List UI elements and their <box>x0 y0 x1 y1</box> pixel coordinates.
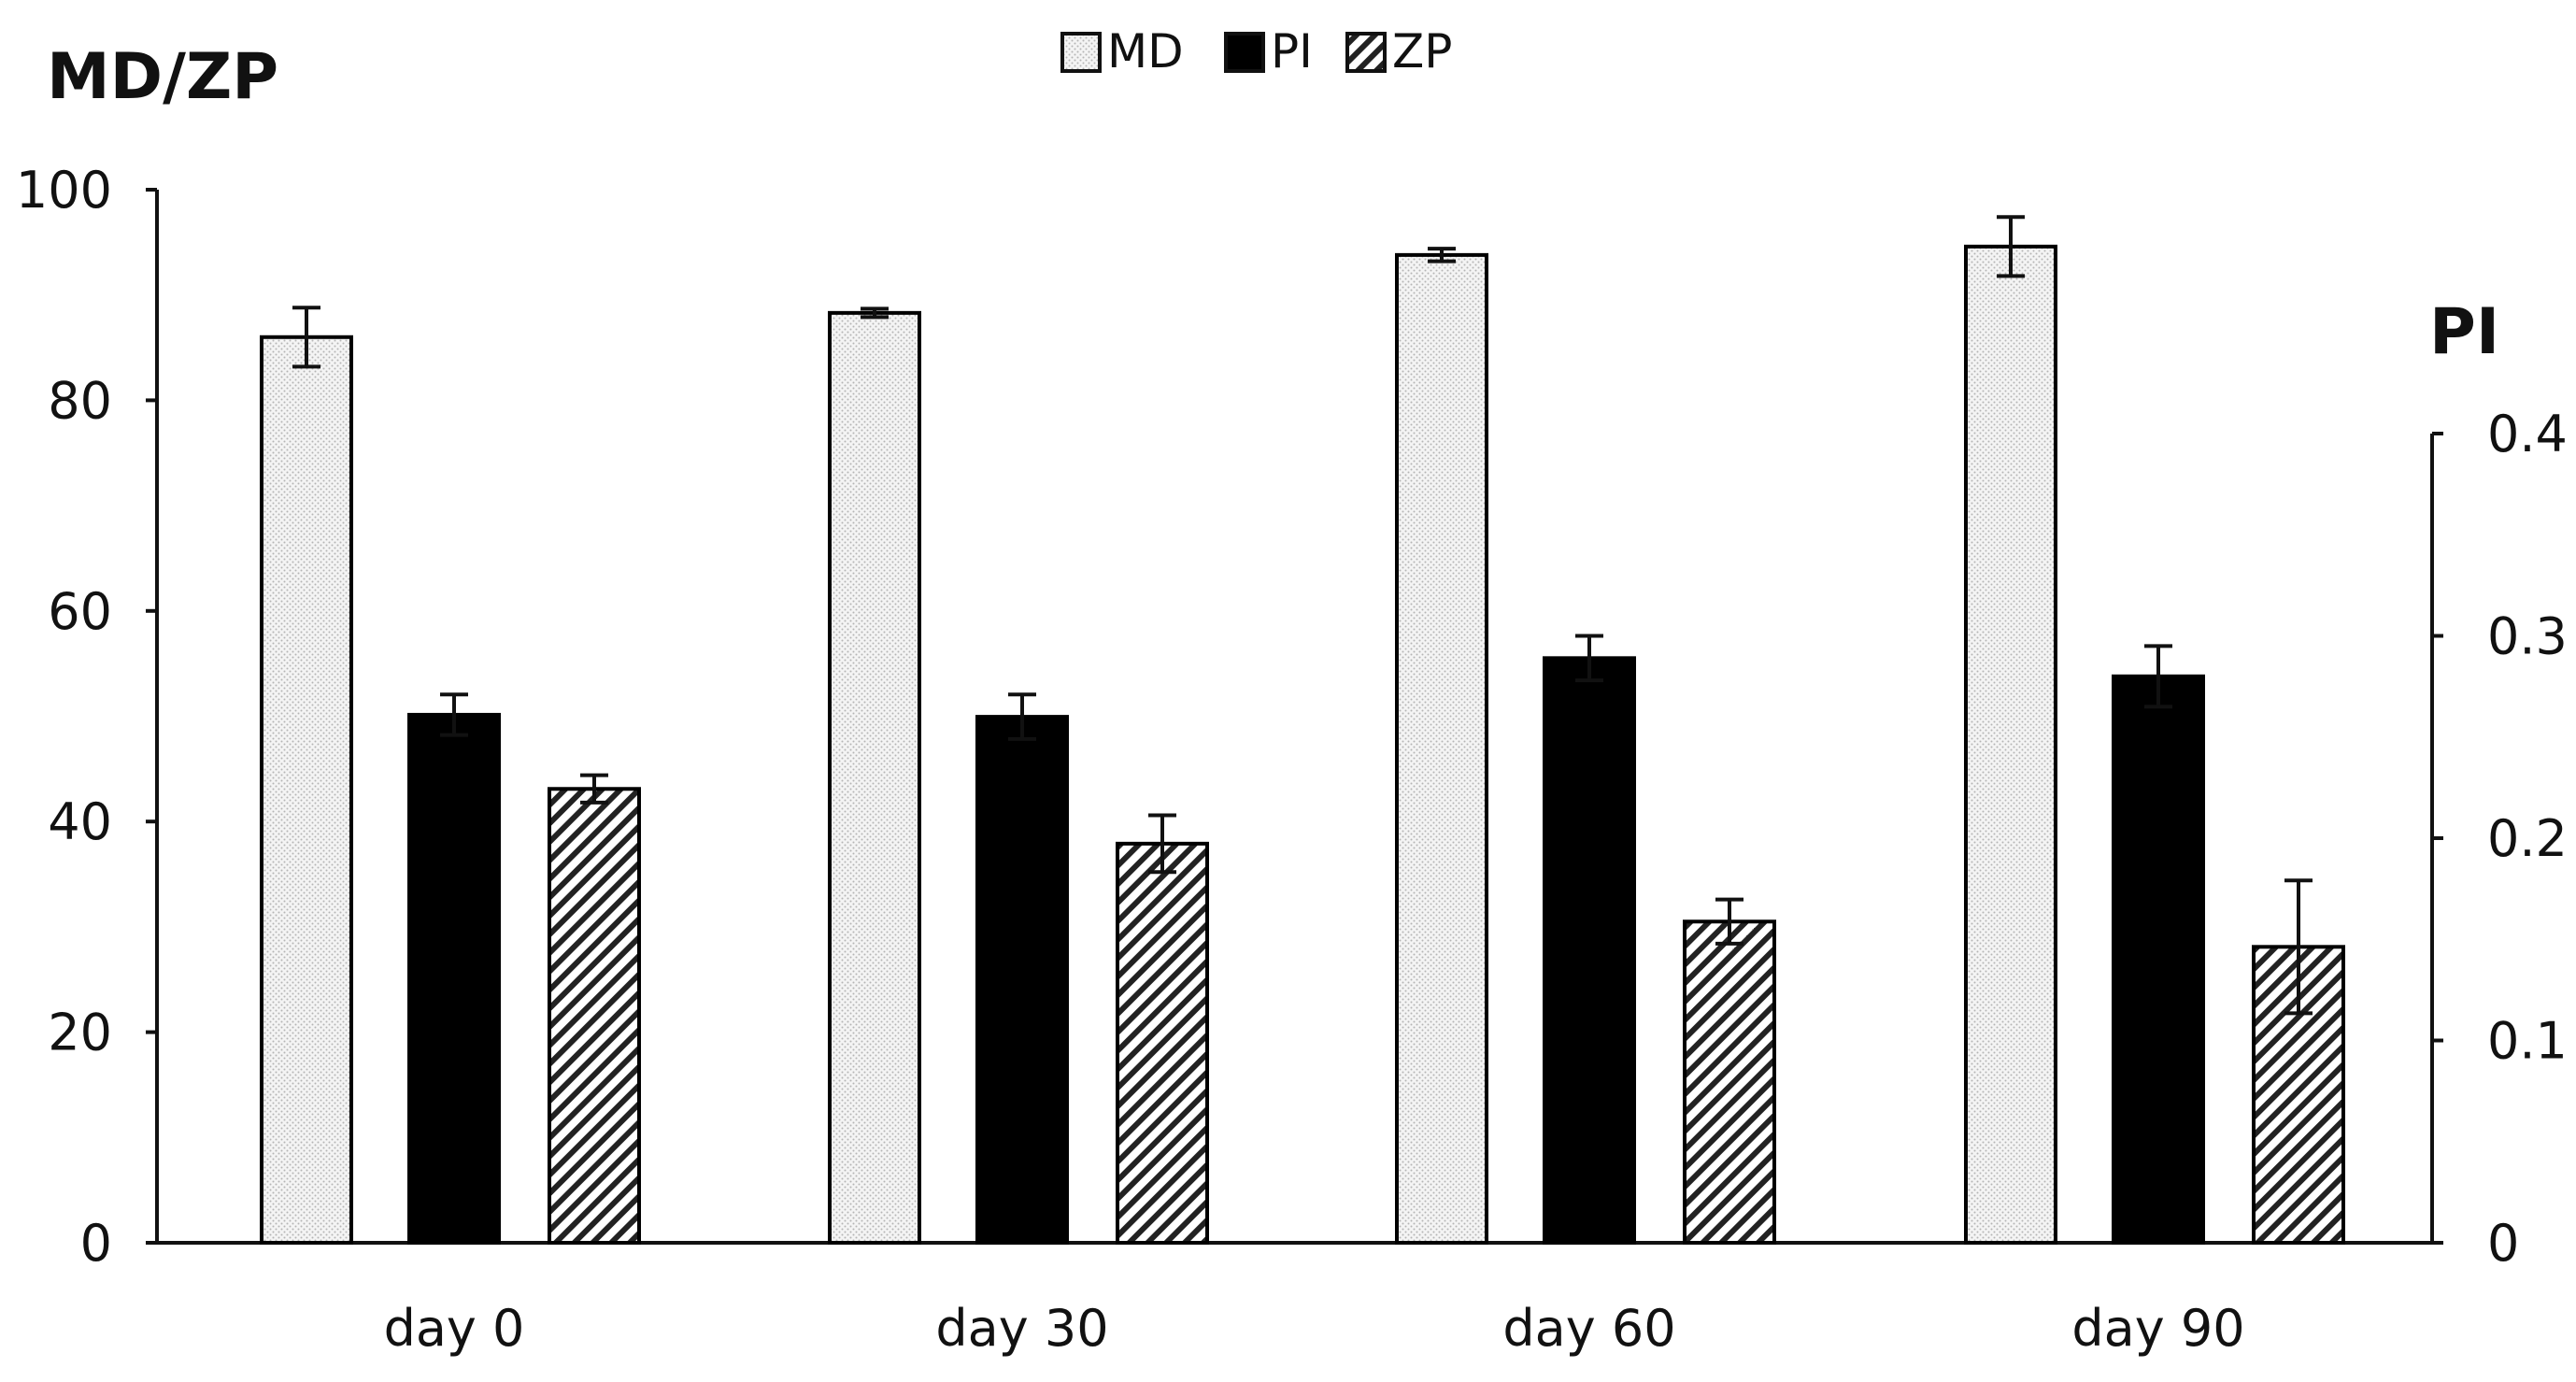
legend-swatch-md <box>1060 32 1102 73</box>
right-axis-title: PI <box>2429 295 2499 369</box>
bar-md <box>260 335 353 1245</box>
left-tick-label: 20 <box>48 1004 112 1062</box>
bar-md <box>1964 244 2057 1245</box>
bar-zp <box>1683 919 1776 1245</box>
right-tick-label: 0.1 <box>2487 1012 2568 1071</box>
left-tick-label: 60 <box>48 582 112 641</box>
left-tick-label: 40 <box>48 792 112 851</box>
left-axis-title: MD/ZP <box>47 40 278 114</box>
x-tick-label: day 60 <box>1502 1299 1675 1358</box>
bars <box>260 244 2345 1245</box>
bar-pi <box>2112 674 2205 1245</box>
x-tick-label: day 30 <box>935 1299 1108 1358</box>
left-tick-label: 100 <box>16 161 112 220</box>
right-axis-ticks: 0 0.1 0.2 0.3 0.4 <box>2432 405 2568 1273</box>
bar-md <box>828 310 921 1245</box>
error-bars <box>292 215 2313 1016</box>
bar-pi <box>407 712 501 1245</box>
x-axis-labels: day 0 day 30 day 60 day 90 <box>384 1299 2245 1358</box>
right-tick-label: 0.2 <box>2487 809 2568 868</box>
x-tick-label: day 0 <box>384 1299 525 1358</box>
right-tick-label: 0.4 <box>2487 405 2568 463</box>
legend-label-zp: ZP <box>1392 24 1452 78</box>
legend-swatch-zp <box>1345 32 1387 73</box>
bar-zp <box>548 787 641 1245</box>
bar-md <box>1395 252 1488 1245</box>
bar-pi <box>975 715 1069 1245</box>
left-axis-ticks: 0 20 40 60 80 100 <box>16 161 157 1273</box>
legend-swatch-pi <box>1224 32 1265 73</box>
legend-label-md: MD <box>1107 24 1184 78</box>
legend-label-pi: PI <box>1271 24 1313 78</box>
x-tick-label: day 90 <box>2071 1299 2244 1358</box>
bar-zp <box>2252 945 2345 1245</box>
left-tick-label: 0 <box>80 1214 112 1273</box>
right-tick-label: 0 <box>2487 1214 2519 1273</box>
bar-pi <box>1543 656 1636 1245</box>
left-tick-label: 80 <box>48 371 112 430</box>
bar-zp <box>1116 841 1209 1245</box>
legend: MD PI ZP <box>1060 24 1452 78</box>
right-tick-label: 0.3 <box>2487 607 2568 666</box>
